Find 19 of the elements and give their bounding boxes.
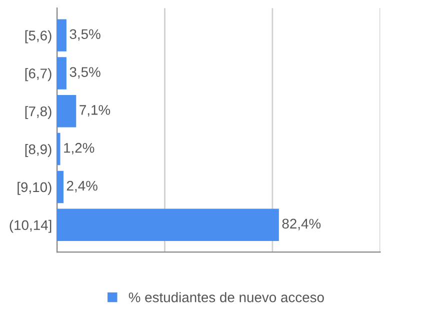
bar (57, 19, 66, 52)
data-label: 7,1% (80, 105, 110, 116)
bar (57, 170, 64, 204)
legend-label: % estudiantes de nuevo acceso (128, 292, 324, 302)
data-label: 82,4% (282, 218, 321, 230)
bar (57, 208, 279, 241)
y-tick-label: [8,9) (25, 144, 52, 157)
data-label: 3,5% (70, 67, 100, 79)
y-tick-label: [7,8) (25, 106, 52, 120)
y-tick-label: [9,10) (18, 182, 52, 195)
y-tick-label: (10,14] (10, 220, 52, 233)
bar (57, 132, 60, 166)
y-tick-label: [6,7) (25, 68, 52, 82)
y-tick-label: [5,6) (25, 30, 52, 44)
bar (57, 57, 66, 90)
data-label: 1,2% (64, 142, 94, 154)
bar (57, 95, 76, 128)
data-label: 3,5% (70, 29, 100, 41)
data-label: 2,4% (66, 180, 98, 192)
